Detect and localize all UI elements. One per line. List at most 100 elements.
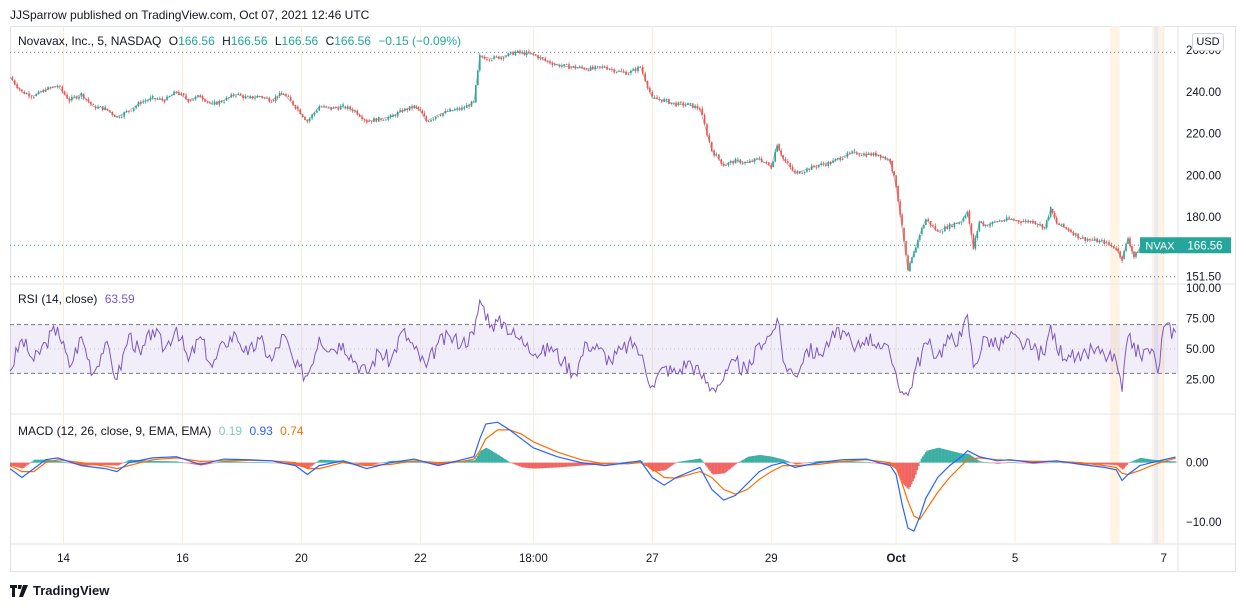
candle-body	[101, 106, 104, 111]
candle-body	[59, 85, 61, 87]
candle	[741, 160, 744, 166]
candle	[1029, 220, 1032, 224]
macd-histogram-bar	[526, 462, 529, 468]
currency-button[interactable]: USD	[1192, 33, 1224, 51]
macd-histogram-bar	[532, 462, 535, 469]
macd-histogram-bar	[228, 461, 231, 463]
candle	[844, 156, 846, 158]
candle-body	[276, 96, 279, 98]
candle	[442, 112, 444, 118]
macd-histogram-bar	[47, 459, 49, 463]
macd-histogram-bar	[79, 462, 82, 466]
candle	[893, 170, 895, 177]
candle	[867, 151, 870, 155]
candle	[905, 240, 907, 256]
candle	[313, 111, 316, 117]
candle	[853, 148, 856, 154]
macd-histogram-bar	[465, 460, 468, 463]
macd-histogram-bar	[707, 462, 710, 470]
macd-histogram-bar	[967, 453, 970, 463]
macd-histogram-bar	[927, 450, 930, 463]
macd-histogram-bar	[619, 462, 622, 464]
macd-histogram-bar	[1037, 462, 1040, 464]
candle-body	[432, 118, 435, 120]
candle-body	[558, 64, 561, 67]
macd-histogram-bar	[986, 462, 989, 463]
macd-histogram-bar	[1119, 462, 1121, 468]
candle-body	[106, 108, 109, 111]
macd-histogram-bar	[862, 461, 864, 463]
candle-body	[925, 219, 927, 226]
macd-histogram-bar	[469, 460, 472, 463]
candle	[729, 159, 732, 165]
axes: 260.00240.00220.00200.00180.00151.50100.…	[57, 45, 1221, 565]
candle-body	[358, 114, 361, 117]
macd-histogram-bar	[147, 460, 149, 463]
candle-body	[197, 95, 199, 97]
tradingview-branding[interactable]: TradingView	[10, 583, 109, 598]
candle	[213, 99, 216, 106]
candle	[354, 109, 356, 113]
candle	[574, 64, 577, 70]
candle	[75, 95, 78, 100]
macd-histogram-bar	[844, 460, 847, 463]
candle	[481, 55, 483, 59]
macd-histogram-bar	[867, 462, 870, 463]
candle-body	[909, 263, 911, 272]
macd-histogram-bar	[830, 460, 833, 463]
candle	[911, 256, 913, 264]
macd-histogram-bar	[238, 461, 241, 463]
candle	[399, 107, 401, 113]
candle	[794, 169, 796, 175]
candle	[149, 95, 152, 102]
macd-histogram-bar	[499, 456, 502, 463]
candle-body	[49, 87, 52, 89]
macd-histogram-bar	[669, 462, 672, 467]
candle	[382, 119, 385, 122]
candle	[182, 92, 185, 97]
macd-histogram-bar	[977, 460, 980, 463]
candle-body	[404, 108, 406, 111]
candle	[817, 164, 820, 169]
candle-body	[82, 94, 85, 99]
candle	[142, 99, 145, 105]
macd-histogram-bar	[790, 462, 793, 464]
candle-body	[313, 112, 316, 115]
tradingview-logo-icon	[10, 584, 28, 597]
candle-body	[430, 119, 432, 122]
macd-histogram-bar	[944, 449, 947, 463]
candle	[1129, 236, 1131, 248]
candle	[734, 157, 737, 164]
macd-histogram-bar	[1020, 462, 1023, 464]
macd-histogram-bar	[991, 462, 994, 464]
macd-histogram-bar	[710, 462, 713, 474]
candle-body	[421, 110, 424, 114]
candle	[417, 106, 420, 112]
candle	[1086, 237, 1089, 242]
macd-histogram-bar	[610, 462, 613, 464]
candle	[663, 97, 665, 103]
chart-canvas[interactable]: NVAX 166.56 260.00240.00220.00200.00180.0…	[10, 26, 1236, 572]
time-tick-label: 20	[295, 553, 308, 565]
macd-histogram-bar	[757, 455, 760, 463]
candle-body	[774, 151, 776, 162]
candle	[884, 155, 887, 161]
candle-body	[611, 69, 613, 71]
candle-body	[368, 121, 371, 122]
macd-histogram-bar	[682, 461, 685, 463]
candle	[1093, 236, 1096, 242]
macd-histogram-bar	[312, 462, 315, 465]
candle-body	[893, 171, 895, 176]
candle	[603, 65, 606, 69]
macd-histogram-bar	[913, 462, 916, 479]
candle	[209, 101, 211, 105]
macd-histogram-bar	[1124, 462, 1127, 467]
candle-body	[144, 100, 147, 102]
candle	[44, 87, 47, 93]
candle	[37, 90, 40, 95]
macd-histogram-bar	[114, 462, 116, 466]
candle	[822, 161, 825, 167]
macd-histogram-bar	[983, 461, 986, 463]
macd-histogram-bar	[64, 462, 67, 463]
candle	[270, 100, 273, 103]
